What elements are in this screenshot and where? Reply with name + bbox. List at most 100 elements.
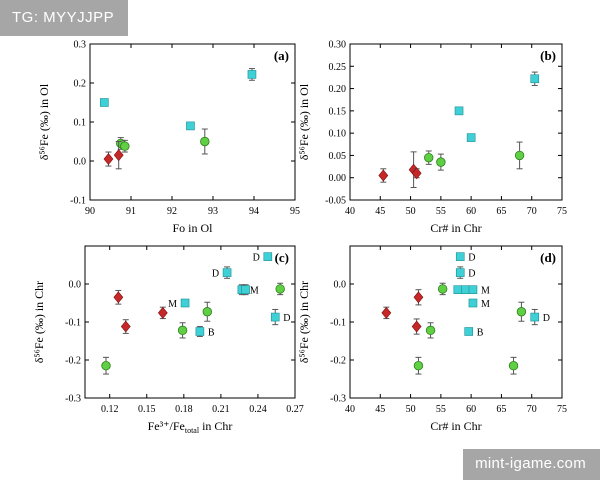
y-tick-label: -0.2 [330, 356, 346, 367]
data-point-diamond [157, 306, 168, 319]
data-point-circle [514, 150, 525, 161]
x-tick-label: 0.27 [286, 404, 304, 415]
data-point-diamond [120, 320, 131, 333]
y-tick-label: 0.25 [329, 62, 347, 73]
y-tick-label: -0.3 [330, 394, 346, 405]
panel-label: (a) [274, 48, 289, 63]
point-annotation: B [477, 328, 484, 339]
x-tick-label: 65 [496, 404, 506, 415]
data-point-square [530, 312, 540, 322]
x-tick-label: 0.18 [175, 404, 193, 415]
data-point-circle [508, 361, 519, 371]
point-annotation: M [481, 299, 490, 310]
y-axis-label: δ⁵⁶Fe (‰) in Chr [32, 281, 46, 363]
data-point-circle [437, 284, 448, 294]
data-point-circle [413, 361, 424, 371]
data-point-square [263, 252, 273, 261]
point-annotation: B [208, 328, 215, 339]
x-tick-label: 40 [345, 404, 355, 415]
data-point-square [468, 298, 478, 308]
y-tick-label: 0.0 [74, 157, 87, 168]
x-tick-label: 50 [406, 206, 416, 217]
y-axis-label: δ⁵⁶Fe (‰) in Ol [37, 83, 51, 160]
y-tick-label: 0.15 [329, 106, 347, 117]
data-point-diamond [378, 169, 389, 182]
x-tick-label: 91 [126, 206, 136, 217]
data-point-square [247, 70, 257, 79]
point-annotation: D [468, 253, 475, 264]
data-point-diamond [113, 291, 124, 304]
data-point-square [180, 298, 190, 308]
y-tick-label: 0.3 [74, 40, 87, 51]
panel-label: (c) [275, 250, 289, 265]
y-tick-label: 0.30 [329, 40, 347, 51]
data-point-square [466, 133, 476, 142]
y-tick-label: 0.00 [329, 173, 347, 184]
y-tick-label: 0.20 [329, 84, 347, 95]
data-point-square [453, 285, 463, 295]
data-point-circle [424, 152, 434, 163]
x-tick-label: 55 [436, 206, 446, 217]
data-point-square [186, 121, 195, 131]
data-point-square [464, 327, 474, 336]
x-tick-label: 94 [249, 206, 259, 217]
watermark-top-left: TG: MYYJJPP [0, 0, 129, 36]
x-tick-label: 65 [496, 206, 506, 217]
data-point-square [454, 106, 464, 116]
x-axis-label-main: Cr# in Chr [430, 221, 481, 235]
x-axis-label: Fe³⁺/Fetotal in Chr [148, 419, 233, 435]
x-tick-label: 75 [557, 404, 567, 415]
data-point-circle [120, 141, 130, 151]
panel-a: 90 91 92 93 94 95 -0.1 0.0 0.1 0.2 0.3 Fo in Ol δ⁵⁶F… [37, 40, 300, 236]
data-point-square [455, 252, 465, 261]
x-axis-label: Cr# in Chr [430, 419, 481, 433]
y-axis-label: δ⁵⁶Fe (‰) in Chr [297, 281, 311, 363]
y-tick-label: 0.2 [74, 79, 87, 90]
point-annotation: D [543, 313, 550, 324]
point-annotation: D [283, 313, 290, 324]
x-tick-label: 50 [406, 404, 416, 415]
data-point-circle [177, 325, 188, 336]
x-axis-label: Cr# in Chr [430, 221, 481, 235]
point-annotation: M [250, 286, 259, 297]
point-annotation: D [212, 269, 219, 280]
data-point-square [468, 285, 478, 295]
data-point-square [195, 327, 205, 336]
panel-c: 0.12 0.15 0.18 0.21 0.24 0.27 -0.3 -0.2 -0.1 0.0 F… [32, 245, 304, 435]
x-tick-label: 95 [290, 206, 300, 217]
data-point-square [530, 74, 540, 84]
data-point-circle [516, 307, 527, 317]
y-tick-label: 0.0 [69, 280, 82, 291]
x-tick-label: 55 [436, 404, 446, 415]
data-point-circle [275, 284, 285, 294]
data-point-square [100, 98, 109, 107]
data-point-square [222, 268, 232, 277]
y-tick-label: -0.1 [330, 318, 346, 329]
watermark-bottom-right: mint-igame.com [463, 449, 600, 480]
x-tick-label: 0.24 [249, 404, 267, 415]
data-point-diamond [103, 153, 114, 166]
y-tick-label: -0.3 [65, 394, 81, 405]
data-point-square [455, 268, 465, 277]
y-tick-label: -0.05 [325, 196, 346, 207]
data-point-diamond [113, 149, 124, 162]
data-point-circle [436, 157, 446, 167]
data-point-circle [202, 307, 212, 317]
point-annotation: D [468, 269, 475, 280]
panel-label: (b) [540, 48, 556, 63]
y-tick-label: -0.1 [65, 318, 81, 329]
x-tick-label: 60 [466, 206, 476, 217]
data-point-circle [200, 136, 210, 147]
y-tick-label: 0.1 [74, 118, 87, 129]
data-point-square [461, 285, 470, 295]
x-axis-label-main: Cr# in Chr [430, 419, 481, 433]
plot-frame [349, 43, 563, 201]
x-tick-label: 45 [375, 404, 385, 415]
data-point-diamond [411, 167, 422, 180]
x-tick-label: 93 [208, 206, 218, 217]
x-tick-label: 0.15 [138, 404, 156, 415]
data-point-diamond [413, 291, 424, 304]
x-tick-label: 70 [527, 404, 537, 415]
y-tick-label: 0.0 [334, 280, 347, 291]
